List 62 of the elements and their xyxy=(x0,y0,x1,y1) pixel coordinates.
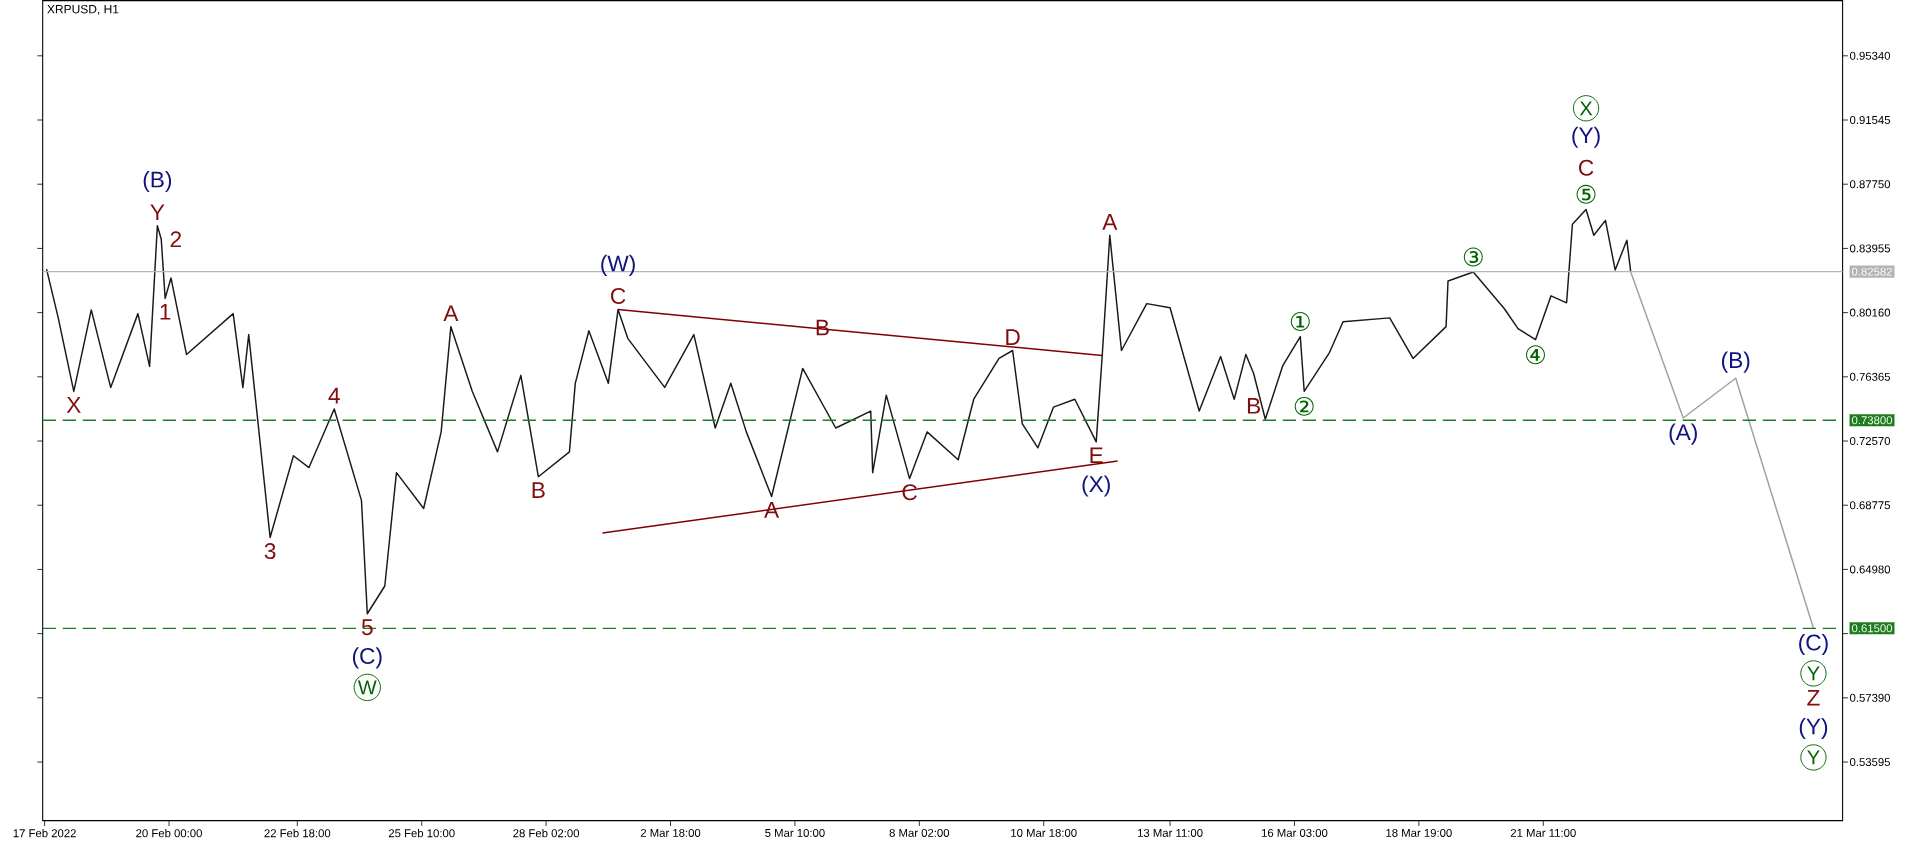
annotation: 2 xyxy=(170,231,181,248)
y-tick-label: 0.53595 xyxy=(1849,758,1891,767)
annotation: 3 xyxy=(264,543,276,560)
y-tick-label: 0.80160 xyxy=(1849,308,1891,317)
annotation: Z xyxy=(1807,689,1820,706)
annotation: E xyxy=(1090,447,1103,464)
x-tick-label: 2 Mar 18:00 xyxy=(640,828,701,837)
x-tick-label: 13 Mar 11:00 xyxy=(1137,828,1203,837)
annotation: (A) xyxy=(1669,423,1697,445)
chart-title: XRPUSD, H1 xyxy=(47,4,119,15)
annotation: 4 xyxy=(328,387,340,404)
annotation: W xyxy=(357,680,377,695)
ref-line-label: 0.82582 xyxy=(1851,267,1892,276)
annotation: (W) xyxy=(601,254,635,276)
y-tick-label: 0.87750 xyxy=(1849,180,1891,189)
x-tick-label: 17 Feb 2022 xyxy=(13,828,76,838)
x-tick-label: 21 Mar 11:00 xyxy=(1510,828,1576,837)
annotation: (Y) xyxy=(1799,717,1828,740)
ref-line-label: 0.73800 xyxy=(1851,416,1893,425)
y-tick-label: 0.57390 xyxy=(1849,693,1891,702)
annotation: A xyxy=(443,305,459,322)
annotation: (B) xyxy=(143,170,172,193)
annotation: Y xyxy=(1807,666,1820,681)
annotation: ② xyxy=(1294,396,1314,416)
y-tick-label: 0.68775 xyxy=(1849,501,1891,510)
annotation: ④ xyxy=(1526,345,1545,365)
annotation: 1 xyxy=(160,304,171,320)
annotation: (X) xyxy=(1082,475,1110,497)
annotation: ⑤ xyxy=(1576,184,1596,204)
annotation: D xyxy=(1006,329,1020,345)
x-tick-label: 16 Mar 03:00 xyxy=(1261,828,1328,837)
x-tick-label: 25 Feb 10:00 xyxy=(388,828,455,838)
x-tick-label: 5 Mar 10:00 xyxy=(765,828,825,837)
annotation: (C) xyxy=(1799,633,1828,656)
y-tick-label: 0.72570 xyxy=(1849,437,1891,446)
x-tick-label: 28 Feb 02:00 xyxy=(513,828,580,838)
annotation: X xyxy=(66,397,81,413)
x-tick-label: 8 Mar 02:00 xyxy=(889,828,950,837)
ref-line-label: 0.61500 xyxy=(1851,624,1893,633)
y-tick-label: 0.83955 xyxy=(1849,244,1891,253)
annotation: B xyxy=(1247,397,1261,414)
annotation: (Y) xyxy=(1572,126,1600,148)
annotation: Y xyxy=(150,204,165,221)
y-tick-label: 0.91545 xyxy=(1849,116,1891,125)
x-tick-label: 22 Feb 18:00 xyxy=(264,828,331,838)
y-tick-label: 0.76365 xyxy=(1849,372,1891,381)
annotation: (C) xyxy=(352,647,382,669)
line-series xyxy=(1629,271,1815,630)
x-tick-label: 10 Mar 18:00 xyxy=(1011,828,1077,837)
x-tick-label: 18 Mar 19:00 xyxy=(1386,828,1452,837)
y-tick-label: 0.64980 xyxy=(1849,565,1891,574)
annotation: C xyxy=(611,287,626,304)
annotation: X xyxy=(1579,101,1593,116)
annotation: Y xyxy=(1807,750,1820,765)
annotation: (B) xyxy=(1721,351,1750,373)
annotation: A xyxy=(1102,214,1118,230)
annotation: C xyxy=(1579,159,1594,176)
annotation: ① xyxy=(1290,312,1310,332)
x-tick-label: 20 Feb 00:00 xyxy=(136,828,202,838)
y-tick-label: 0.95340 xyxy=(1849,51,1891,60)
annotation: ③ xyxy=(1463,247,1483,267)
annotation: B xyxy=(532,482,545,498)
